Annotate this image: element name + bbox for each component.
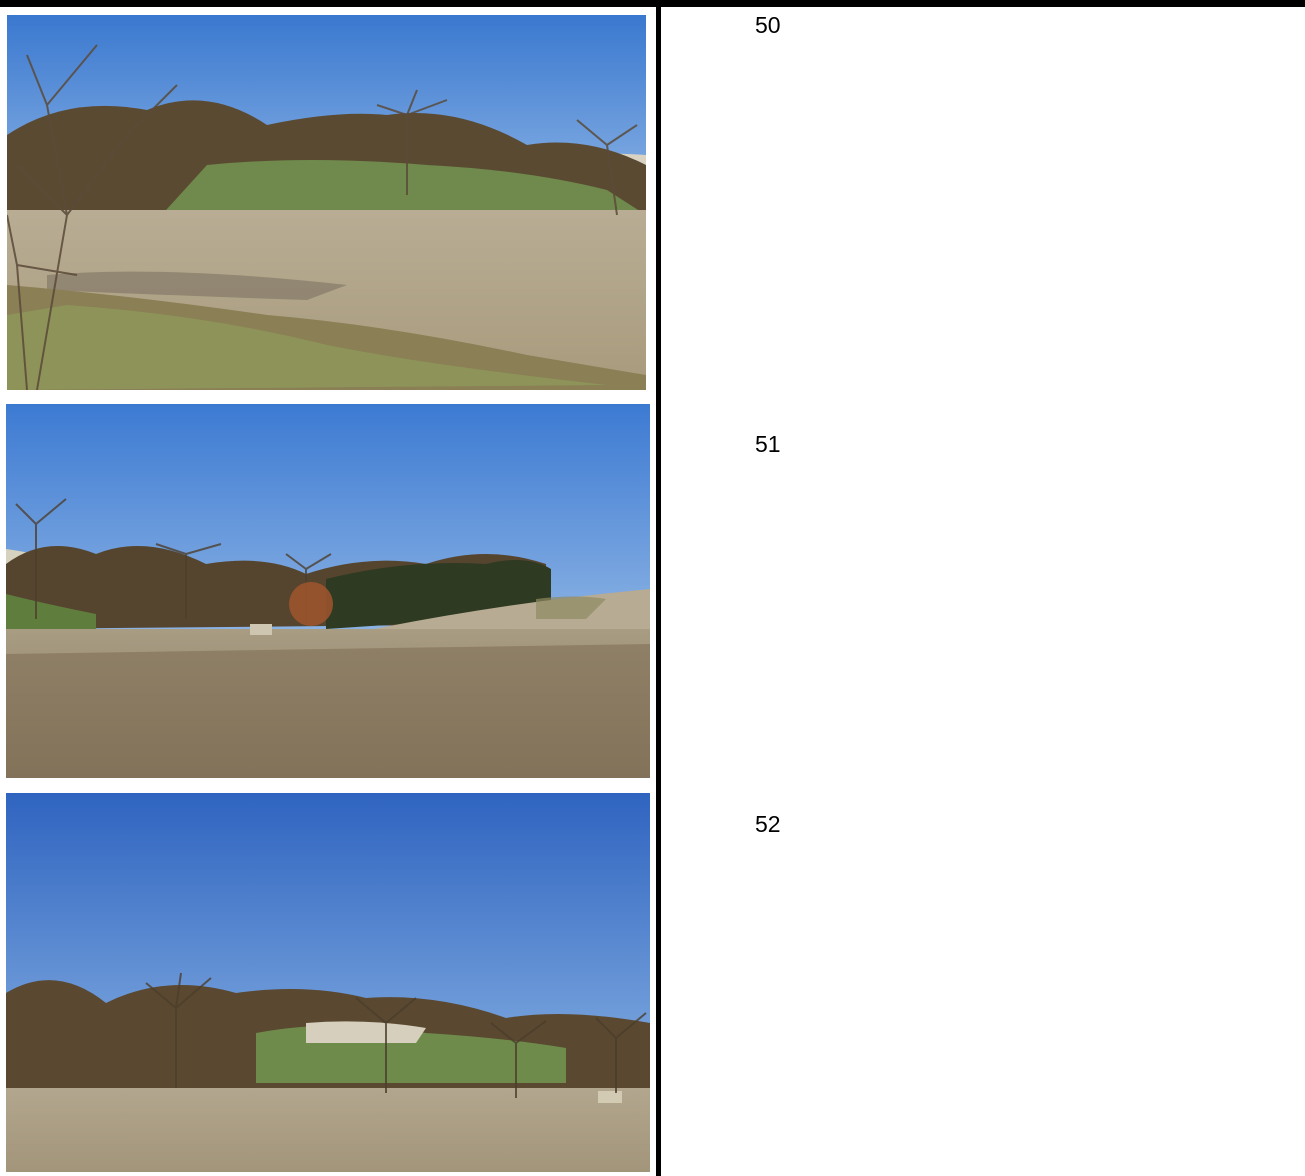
landscape-photo-52 (6, 793, 650, 1172)
table-column-divider (656, 0, 661, 1176)
photo-number-52: 52 (755, 811, 781, 837)
table-top-border (0, 0, 1305, 7)
landscape-photo-50 (7, 15, 646, 390)
photo-number-50: 50 (755, 12, 781, 38)
landscape-photo-51 (6, 404, 650, 778)
photo-number-51: 51 (755, 431, 781, 457)
